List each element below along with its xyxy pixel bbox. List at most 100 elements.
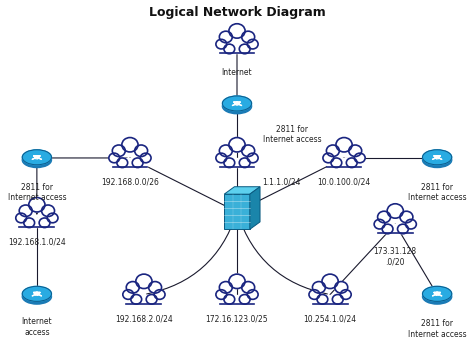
Bar	[219, 294, 255, 304]
Circle shape	[42, 205, 55, 216]
Circle shape	[242, 145, 255, 157]
Circle shape	[242, 282, 255, 293]
Circle shape	[247, 153, 258, 163]
Circle shape	[322, 274, 338, 289]
Circle shape	[332, 294, 343, 304]
Circle shape	[327, 145, 339, 157]
Ellipse shape	[222, 99, 252, 114]
Circle shape	[317, 294, 328, 304]
Bar	[19, 218, 55, 227]
Circle shape	[355, 153, 365, 163]
Circle shape	[24, 218, 35, 228]
Circle shape	[146, 294, 157, 304]
Circle shape	[123, 290, 134, 299]
Ellipse shape	[422, 150, 452, 165]
Circle shape	[335, 282, 348, 293]
Circle shape	[239, 158, 250, 168]
Circle shape	[109, 153, 119, 163]
Bar	[127, 294, 161, 304]
Circle shape	[131, 294, 142, 304]
Text: Internet: Internet	[222, 68, 252, 77]
FancyArrowPatch shape	[238, 214, 328, 294]
Circle shape	[346, 158, 357, 168]
Circle shape	[224, 44, 235, 54]
Text: 173.31.128
.0/20: 173.31.128 .0/20	[374, 247, 417, 266]
Circle shape	[216, 39, 227, 49]
Text: 192.168.1.0/24: 192.168.1.0/24	[8, 238, 66, 247]
Bar	[378, 224, 413, 233]
Circle shape	[398, 224, 408, 234]
Circle shape	[39, 218, 50, 228]
Bar	[219, 158, 255, 167]
Circle shape	[378, 211, 391, 223]
Bar	[313, 294, 347, 304]
Text: 1.1.1.0/24: 1.1.1.0/24	[263, 178, 301, 187]
Circle shape	[132, 158, 143, 168]
Polygon shape	[224, 194, 250, 229]
Circle shape	[219, 31, 232, 43]
FancyArrowPatch shape	[146, 214, 236, 294]
Circle shape	[149, 282, 162, 293]
Circle shape	[219, 145, 232, 157]
Circle shape	[19, 205, 32, 216]
Text: 10.254.1.0/24: 10.254.1.0/24	[303, 314, 356, 323]
Circle shape	[16, 213, 27, 223]
Circle shape	[29, 197, 45, 212]
Polygon shape	[224, 187, 260, 194]
Ellipse shape	[222, 96, 252, 111]
Text: Internet
access: Internet access	[21, 317, 52, 337]
Ellipse shape	[422, 152, 452, 168]
Circle shape	[122, 138, 138, 152]
Circle shape	[323, 153, 334, 163]
Circle shape	[117, 158, 128, 168]
Text: 2811 for
Internet access: 2811 for Internet access	[8, 183, 66, 202]
Circle shape	[387, 204, 403, 218]
Circle shape	[154, 290, 165, 299]
Circle shape	[229, 274, 245, 289]
Circle shape	[247, 290, 258, 299]
Circle shape	[224, 294, 235, 304]
Circle shape	[216, 153, 227, 163]
Circle shape	[309, 290, 320, 299]
Circle shape	[239, 294, 250, 304]
Bar	[219, 44, 255, 53]
Circle shape	[312, 282, 325, 293]
Text: 172.16.123.0/25: 172.16.123.0/25	[206, 314, 268, 323]
Circle shape	[340, 290, 351, 299]
Ellipse shape	[422, 289, 452, 304]
Text: 192.168.2.0/24: 192.168.2.0/24	[115, 314, 173, 323]
Circle shape	[336, 138, 352, 152]
Polygon shape	[250, 187, 260, 229]
Circle shape	[242, 31, 255, 43]
Circle shape	[112, 145, 125, 157]
Text: 2811 for
Internet access: 2811 for Internet access	[408, 319, 466, 339]
Ellipse shape	[22, 289, 52, 304]
Circle shape	[224, 158, 235, 168]
Circle shape	[47, 213, 58, 223]
Bar	[112, 158, 147, 167]
Ellipse shape	[422, 286, 452, 301]
Circle shape	[247, 39, 258, 49]
Circle shape	[406, 219, 416, 229]
Circle shape	[219, 282, 232, 293]
Circle shape	[331, 158, 342, 168]
Circle shape	[229, 24, 245, 38]
Circle shape	[140, 153, 151, 163]
Circle shape	[229, 138, 245, 152]
Circle shape	[216, 290, 227, 299]
Circle shape	[136, 274, 152, 289]
Text: Logical Network Diagram: Logical Network Diagram	[149, 6, 325, 19]
Circle shape	[349, 145, 362, 157]
Ellipse shape	[22, 286, 52, 301]
Circle shape	[135, 145, 147, 157]
Text: 2811 for
Internet access: 2811 for Internet access	[263, 125, 321, 144]
Ellipse shape	[22, 152, 52, 168]
Text: 192.168.0.0/26: 192.168.0.0/26	[101, 178, 159, 187]
Circle shape	[382, 224, 393, 234]
Circle shape	[400, 211, 413, 223]
Circle shape	[239, 44, 250, 54]
Circle shape	[126, 282, 139, 293]
Circle shape	[374, 219, 385, 229]
Text: 10.0.100.0/24: 10.0.100.0/24	[318, 178, 371, 187]
Text: 2811 for
Internet access: 2811 for Internet access	[408, 183, 466, 202]
